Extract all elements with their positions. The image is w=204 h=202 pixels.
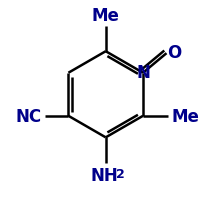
Text: NC: NC — [16, 107, 42, 125]
Text: O: O — [166, 44, 181, 62]
Text: Me: Me — [91, 7, 119, 25]
Text: 2: 2 — [116, 167, 125, 180]
Text: N: N — [135, 63, 149, 81]
Text: Me: Me — [171, 107, 198, 125]
Text: NH: NH — [90, 166, 118, 184]
